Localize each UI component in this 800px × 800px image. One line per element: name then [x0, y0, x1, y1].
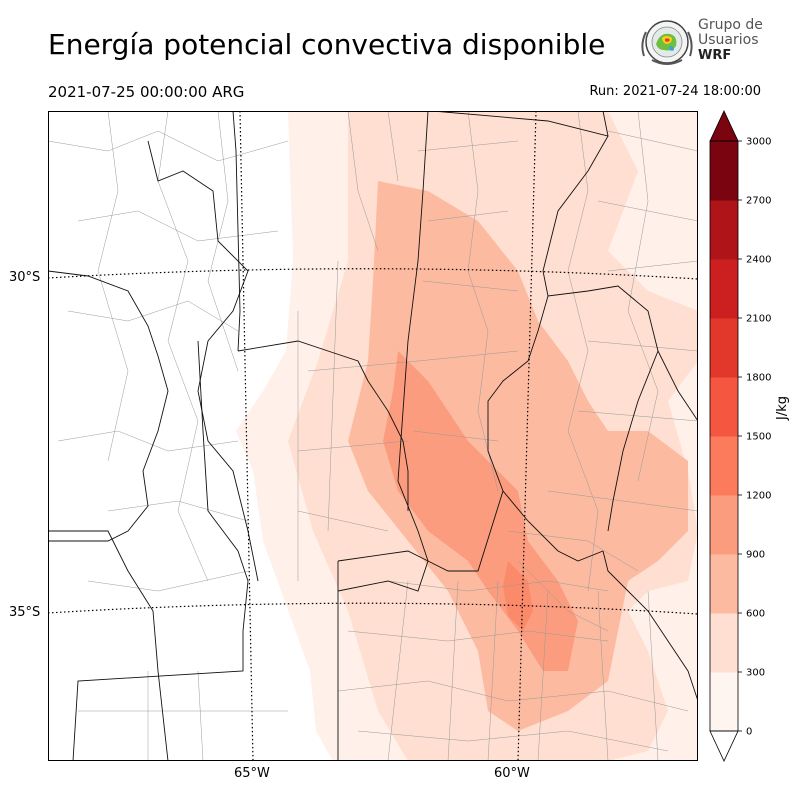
- colorbar-band: [710, 200, 738, 260]
- colorbar-tick-label: 300: [746, 668, 765, 679]
- colorbar-bands: [710, 141, 738, 732]
- meridian-60w: [517, 111, 537, 761]
- colorbar-band: [710, 259, 738, 319]
- colorbar-tick-label: 0: [746, 727, 752, 738]
- lon-label-60w: 60°W: [494, 766, 530, 781]
- parallel-35s: [48, 602, 698, 615]
- cape-shading: [236, 111, 698, 761]
- colorbar-ticks: 0 300 600 900 1200 1500 1800 2100 2400 2700 3000: [738, 137, 771, 738]
- valid-time: 2021-07-25 00:00:00 ARG: [48, 83, 245, 101]
- logo-line-1: Grupo de: [698, 17, 763, 33]
- cape-level-5: [503, 561, 533, 631]
- cape-level-3: [348, 181, 688, 731]
- map-title: Energía potencial convectiva disponible: [48, 28, 606, 61]
- map-frame: [48, 111, 698, 761]
- globe-icon: [641, 20, 693, 65]
- colorbar-min-arrow: [709, 730, 739, 762]
- colorbar-tick-label: 3000: [746, 137, 771, 148]
- cape-map: [48, 111, 698, 761]
- colorbar-band: [710, 495, 738, 555]
- colorbar-band: [710, 436, 738, 496]
- colorbar-tick-label: 1200: [746, 491, 771, 502]
- lat-label-35s: 35°S: [9, 605, 41, 620]
- logo-line-2: Usuarios: [698, 32, 759, 48]
- colorbar: 0 300 600 900 1200 1500 1800 2100 2400 2700 3000: [709, 110, 771, 762]
- colorbar-tick-label: 900: [746, 550, 765, 561]
- colorbar-tick-label: 2100: [746, 314, 771, 325]
- graticule: [48, 111, 698, 761]
- colorbar-tick-label: 600: [746, 609, 765, 620]
- colorbar-band: [710, 554, 738, 614]
- colorbar-tick-label: 1800: [746, 373, 771, 384]
- colorbar-band: [710, 318, 738, 378]
- colorbar-band: [710, 141, 738, 201]
- lat-label-30s: 30°S: [9, 270, 41, 285]
- parallel-30s: [48, 268, 698, 280]
- grupo-wrf-logo: Grupo de Usuarios WRF: [638, 16, 768, 72]
- meridian-65w: [239, 111, 254, 761]
- colorbar-unit: J/kg: [775, 396, 790, 420]
- run-time: Run: 2021-07-24 18:00:00: [589, 84, 761, 99]
- province-boundaries: [48, 111, 698, 761]
- colorbar-band: [710, 613, 738, 673]
- colorbar-tick-label: 2700: [746, 196, 771, 207]
- lon-label-65w: 65°W: [234, 766, 270, 781]
- colorbar-band: [710, 377, 738, 437]
- colorbar-band: [710, 672, 738, 732]
- colorbar-max-arrow: [709, 110, 739, 142]
- colorbar-tick-label: 2400: [746, 255, 771, 266]
- colorbar-tick-label: 1500: [746, 432, 771, 443]
- logo-line-3: WRF: [698, 48, 732, 63]
